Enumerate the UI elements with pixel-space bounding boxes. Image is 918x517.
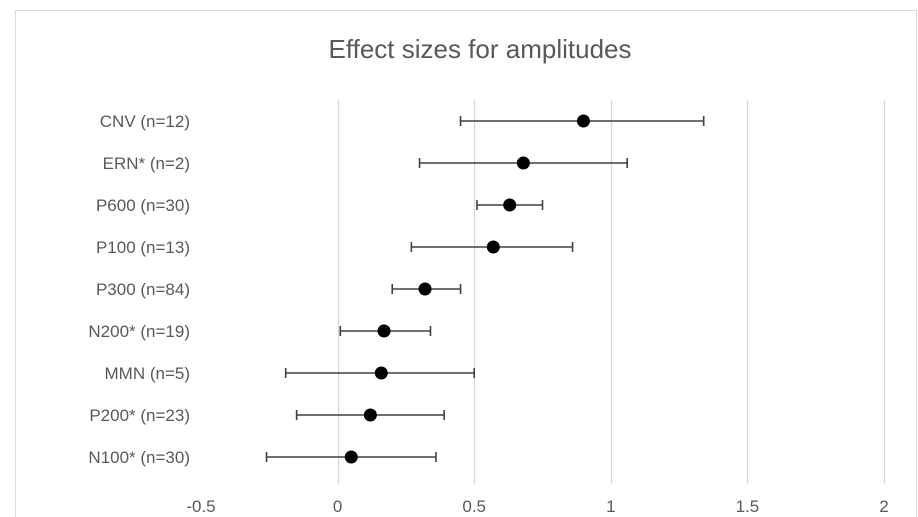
point-estimates (344, 114, 590, 464)
point-estimate (363, 408, 377, 422)
x-tick-labels: -0.5 0 0.5 1 1.5 2 (186, 497, 888, 516)
point-estimate (418, 282, 432, 296)
x-tick-label: 2 (879, 497, 888, 516)
x-tick-label: 0 (333, 497, 342, 516)
category-label: P100 (n=13) (96, 238, 190, 257)
point-estimate (516, 156, 530, 170)
category-label: N100* (n=30) (88, 448, 190, 467)
category-label: N200* (n=19) (88, 322, 190, 341)
point-estimate (576, 114, 590, 128)
point-estimate (486, 240, 500, 254)
category-label: ERN* (n=2) (103, 154, 190, 173)
chart-title: Effect sizes for amplitudes (329, 34, 632, 64)
x-tick-label: -0.5 (186, 497, 215, 516)
x-tick-label: 0.5 (462, 497, 486, 516)
category-label: CNV (n=12) (100, 112, 190, 131)
chart-border (15, 10, 917, 517)
category-label: P200* (n=23) (89, 406, 190, 425)
point-estimate (344, 450, 358, 464)
point-estimate (374, 366, 388, 380)
category-labels: CNV (n=12) ERN* (n=2) P600 (n=30) P100 (n=1… (88, 112, 190, 467)
x-tick-label: 1.5 (736, 497, 760, 516)
x-tick-label: 1 (606, 497, 615, 516)
category-label: P300 (n=84) (96, 280, 190, 299)
category-label: MMN (n=5) (105, 364, 190, 383)
point-estimate (503, 198, 517, 212)
point-estimate (377, 324, 391, 338)
category-label: P600 (n=30) (96, 196, 190, 215)
gridlines (337, 100, 886, 484)
